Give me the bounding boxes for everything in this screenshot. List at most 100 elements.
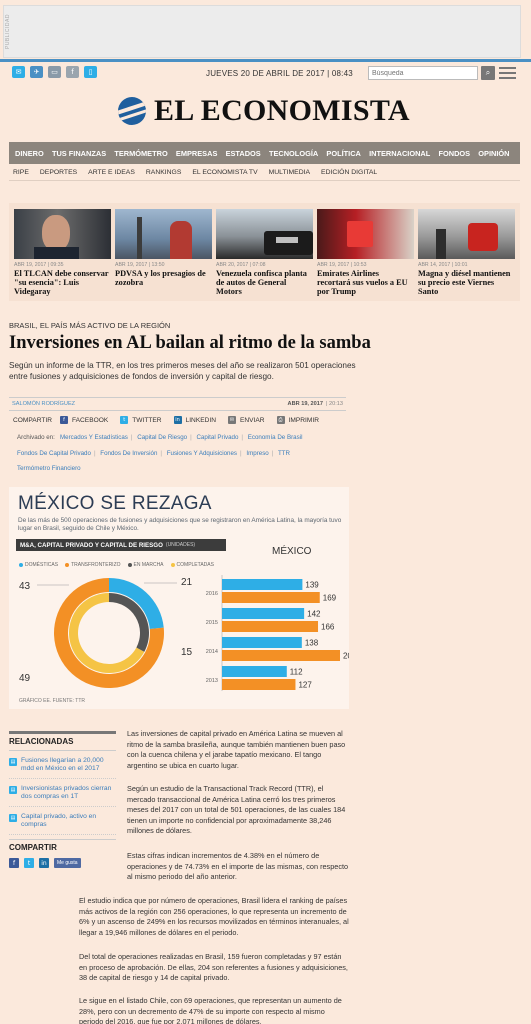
paragraph: Le sigue en el listado Chile, con 69 ope… [79, 996, 342, 1024]
country-label: MÉXICO [272, 546, 312, 557]
bar-title-text: M&A, CAPITAL PRIVADO Y CAPITAL DE RIESGO [20, 541, 163, 549]
tag-link[interactable]: Mercados Y Estadísticas [60, 434, 128, 441]
bar-2014-domesticas [222, 637, 302, 648]
facebook-share-button[interactable]: f FACEBOOK [59, 416, 109, 424]
featured-card[interactable]: ABR 20, 2017 | 07:08 Venezuela confisca … [216, 209, 313, 296]
bar-2016-domesticas [222, 579, 303, 590]
featured-date: ABR 19, 2017 | 13:50 [115, 262, 165, 268]
site-logo[interactable]: EL ECONOMISTA [118, 94, 410, 127]
twitter-icon[interactable]: t [24, 858, 34, 868]
related-link[interactable]: ▤ Capital privado, activo en compras [9, 813, 116, 835]
featured-card[interactable]: ABR 19, 2017 | 10:53 Emirates Airlines r… [317, 209, 414, 296]
nav-item-empresas[interactable]: EMPRESAS [175, 148, 218, 158]
facebook-share-label: FACEBOOK [71, 416, 109, 424]
nav-item-dinero[interactable]: DINERO [15, 148, 44, 158]
article-date: ABR 19, 2017 [287, 401, 323, 407]
featured-title[interactable]: Venezuela confisca planta de autos de Ge… [216, 269, 307, 296]
nav-item-politica[interactable]: POLÍTICA [326, 148, 361, 158]
nav2-item-deportes[interactable]: DEPORTES [39, 169, 78, 176]
tag-link[interactable]: TTR [277, 449, 290, 457]
featured-title[interactable]: Magna y diésel mantienen su precio este … [418, 269, 511, 296]
featured-thumb [216, 209, 313, 259]
tag-link[interactable]: Economía De Brasil [247, 434, 303, 441]
top-ad-banner[interactable]: PUBLICIDAD [3, 5, 521, 58]
donut-slice-en-marcha [109, 593, 150, 652]
donut-label-transfronterizo: 49 [19, 673, 31, 684]
like-button[interactable]: Me gusta [54, 858, 81, 868]
tag-link[interactable]: Fondos De Capital Privado [17, 449, 91, 457]
bar-value-label: 204 [343, 652, 349, 661]
tag-link[interactable]: Capital Privado [196, 434, 239, 441]
print-button[interactable]: ⎙ IMPRIMIR [276, 416, 319, 424]
paragraph: Estas cifras indican incrementos de 4.38… [127, 851, 349, 882]
bar-year-label: 2013 [206, 678, 218, 684]
search-input[interactable] [368, 66, 478, 80]
search-icon[interactable]: ⌕ [481, 66, 495, 80]
article-headline: Inversiones en AL bailan al ritmo de la … [9, 333, 371, 353]
related-link[interactable]: ▤ Fusiones llegarían a 20,000 mdd en Méxi… [9, 757, 116, 779]
article-icon: ▤ [9, 814, 17, 822]
donut-label-en-marcha: 21 [181, 577, 193, 588]
tag-link[interactable]: Impreso [246, 449, 269, 457]
nav-item-tus-finanzas[interactable]: TUS FINANZAS [51, 148, 107, 158]
facebook-icon[interactable]: f [9, 858, 19, 868]
tag-link[interactable]: Fondos De Inversión [100, 449, 158, 457]
nav-item-termometro[interactable]: TERMÓMETRO [114, 148, 168, 158]
related-link[interactable]: ▤ Inversionistas privados cierran dos com… [9, 785, 116, 807]
nav-item-estados[interactable]: ESTADOS [225, 148, 261, 158]
featured-thumb [115, 209, 212, 259]
tag-link[interactable]: Capital De Riesgo [137, 434, 188, 441]
tv-icon[interactable]: ▭ [48, 66, 61, 78]
bar-value-label: 169 [323, 594, 337, 603]
featured-card[interactable]: ABR 14, 2017 | 10:01 Magna y diésel mant… [418, 209, 515, 296]
featured-thumb [14, 209, 111, 259]
mobile-icon[interactable]: ▯ [84, 66, 97, 78]
featured-date: ABR 20, 2017 | 07:08 [216, 262, 266, 268]
featured-title[interactable]: Emirates Airlines recortará sus vuelos a… [317, 269, 408, 296]
primary-nav: DINERO TUS FINANZAS TERMÓMETRO EMPRESAS … [9, 142, 520, 164]
featured-title[interactable]: PDVSA y los presagios de zozobra [115, 269, 206, 287]
facebook-icon[interactable]: f [66, 66, 79, 78]
nav2-item-tv[interactable]: EL ECONOMISTA TV [192, 169, 258, 176]
tag-link[interactable]: Termómetro Financiero [17, 465, 81, 472]
featured-card[interactable]: ABR 19, 2017 | 09:35 El TLCAN debe conse… [14, 209, 111, 296]
share-label: COMPARTIR [13, 416, 52, 424]
article-icon: ▤ [9, 786, 17, 794]
donut-chart: 43 21 15 49 [19, 577, 193, 688]
nav-item-tecnologia[interactable]: TECNOLOGÍA [268, 148, 319, 158]
bar-year-label: 2015 [206, 620, 218, 626]
bar-value-label: 112 [290, 668, 303, 677]
bar-2013-transfronterizo [222, 679, 296, 690]
infographic-source: GRÁFICO EE. FUENTE: TTR [19, 698, 86, 704]
related-link-text: Fusiones llegarían a 20,000 mdd en Méxic… [21, 757, 104, 772]
paragraph: El estudio indica que por número de oper… [79, 896, 349, 937]
chat-icon[interactable]: ✉ [12, 66, 25, 78]
bar-value-label: 139 [305, 581, 319, 590]
bar-2014-transfronterizo [222, 650, 340, 661]
nav2-item-edicion-digital[interactable]: EDICIÓN DIGITAL [321, 169, 378, 176]
featured-thumb [317, 209, 414, 259]
related-title: RELACIONADAS [9, 731, 116, 751]
featured-title[interactable]: El TLCAN debe conservar "su esencia": Lu… [14, 269, 109, 296]
nav2-item-ripe[interactable]: RIPE [13, 169, 29, 176]
nav2-item-rankings[interactable]: RANKINGS [145, 169, 182, 176]
author-link[interactable]: SALOMÓN RODRÍGUEZ [12, 401, 76, 407]
linkedin-icon[interactable]: in [39, 858, 49, 868]
legend-item: DOMÉSTICAS [19, 562, 58, 568]
linkedin-share-button[interactable]: in LINKEDIN [173, 416, 216, 424]
nav2-item-multimedia[interactable]: MULTIMEDIA [268, 169, 311, 176]
plane-icon[interactable]: ✈ [30, 66, 43, 78]
twitter-share-button[interactable]: t TWITTER [120, 416, 162, 424]
nav-item-internacional[interactable]: INTERNACIONAL [369, 148, 431, 158]
nav-item-fondos[interactable]: FONDOS [438, 148, 471, 158]
nav-item-opinion[interactable]: OPINIÓN [478, 148, 510, 158]
facebook-icon: f [59, 416, 68, 424]
email-share-button[interactable]: ✉ ENVIAR [227, 416, 265, 424]
tag-link[interactable]: Fusiones Y Adquisiciones [166, 449, 238, 457]
linkedin-share-label: LINKEDIN [185, 416, 216, 424]
paragraph: Las inversiones de capital privado en Am… [127, 729, 346, 770]
nav2-item-arte[interactable]: ARTE E IDEAS [88, 169, 135, 176]
featured-card[interactable]: ABR 19, 2017 | 13:50 PDVSA y los presagi… [115, 209, 212, 287]
hamburger-menu-icon[interactable] [499, 67, 516, 79]
bar-unit-text: (UNIDADES) [165, 542, 196, 548]
